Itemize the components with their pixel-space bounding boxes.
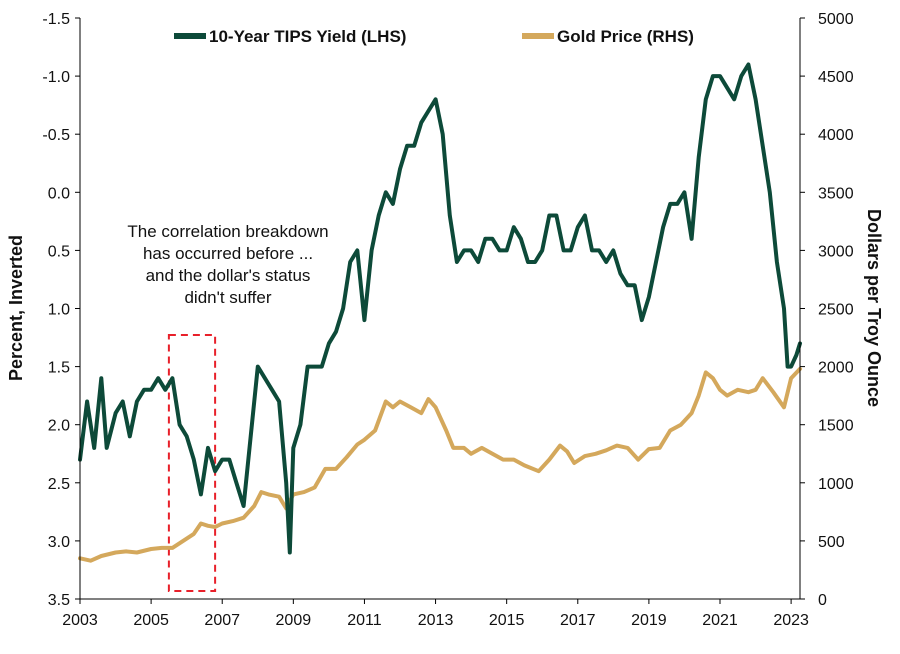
annotation: The correlation breakdown has occurred b… (127, 222, 328, 307)
right-tick-label: 1500 (818, 418, 854, 435)
left-tick-label: 2.0 (48, 418, 70, 435)
left-tick-label: 3.0 (48, 534, 70, 551)
left-tick-label: 2.5 (48, 476, 70, 493)
right-axis-ticks: 0 500 1000 1500 2000 2500 3000 3500 4000 4500 5000 (800, 11, 854, 609)
left-axis-title: Percent, Inverted (6, 235, 26, 381)
left-tick-label: 0.5 (48, 243, 70, 260)
left-tick-label: 3.5 (48, 592, 70, 609)
legend-label-tips: 10-Year TIPS Yield (LHS) (209, 27, 406, 46)
left-tick-label: -1.5 (42, 11, 70, 28)
right-tick-label: 3500 (818, 185, 854, 202)
annotation-dashed-box (167, 334, 217, 592)
right-tick-label: 500 (818, 534, 845, 551)
annotation-line-1: The correlation breakdown (127, 222, 328, 241)
x-tick-label: 2007 (204, 612, 240, 629)
x-tick-label: 2023 (773, 612, 809, 629)
left-tick-label: -1.0 (42, 69, 70, 86)
x-tick-label: 2013 (418, 612, 454, 629)
x-tick-label: 2017 (560, 612, 596, 629)
left-tick-label: 1.5 (48, 360, 70, 377)
series-line-gold-price (78, 366, 802, 563)
right-tick-label: 4500 (818, 69, 854, 86)
right-tick-label: 2000 (818, 360, 854, 377)
right-tick-label: 4000 (818, 127, 854, 144)
x-tick-label: 2019 (631, 612, 667, 629)
left-axis-ticks: -1.5 -1.0 -0.5 0.0 0.5 1.0 1.5 2.0 2.5 3.0 3.5 (42, 11, 80, 609)
right-axis-title: Dollars per Troy Ounce (864, 209, 884, 407)
legend: 10-Year TIPS Yield (LHS) Gold Price (RHS… (174, 27, 694, 46)
x-tick-label: 2021 (702, 612, 738, 629)
x-tick-label: 2009 (276, 612, 312, 629)
x-tick-label: 2015 (489, 612, 525, 629)
annotation-box (167, 334, 217, 592)
left-tick-label: 0.0 (48, 185, 70, 202)
legend-label-gold: Gold Price (RHS) (557, 27, 694, 46)
x-tick-label: 2005 (133, 612, 169, 629)
left-tick-label: -0.5 (42, 127, 70, 144)
series-layer (78, 62, 802, 563)
series-line-tips-yield (78, 62, 802, 555)
x-tick-label: 2011 (347, 612, 382, 629)
x-axis-ticks: 2003 2005 2007 2009 2011 2013 2015 2017 2019 2021… (62, 599, 809, 629)
right-tick-label: 1000 (818, 476, 854, 493)
annotation-line-4: didn't suffer (184, 288, 271, 307)
annotation-line-3: and the dollar's status (146, 266, 311, 285)
annotation-line-2: has occurred before ... (143, 244, 313, 263)
right-tick-label: 2500 (818, 302, 854, 319)
right-tick-label: 5000 (818, 11, 854, 28)
x-tick-label: 2003 (62, 612, 98, 629)
right-tick-label: 3000 (818, 243, 854, 260)
right-tick-label: 0 (818, 592, 827, 609)
left-tick-label: 1.0 (48, 302, 70, 319)
